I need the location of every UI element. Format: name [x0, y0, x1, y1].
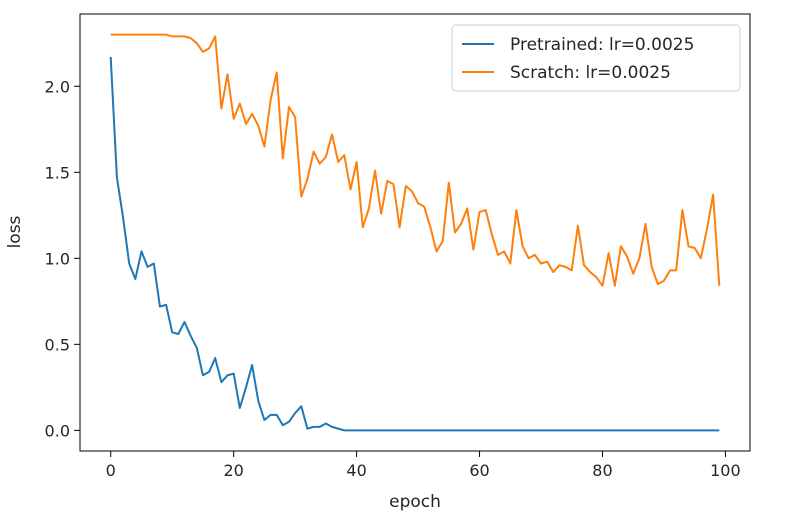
- y-tick-label: 0.5: [45, 335, 70, 354]
- y-tick-label: 0.0: [45, 421, 70, 440]
- y-tick-label: 1.0: [45, 249, 70, 268]
- series-line-scratch: [110, 33, 721, 287]
- series-line-pretrained: [109, 56, 720, 432]
- x-tick-label: 100: [710, 461, 741, 480]
- legend-label-scratch: Scratch: lr=0.0025: [510, 63, 671, 83]
- x-tick-label: 0: [106, 461, 116, 480]
- legend-label-pretrained: Pretrained: lr=0.0025: [510, 35, 694, 55]
- legend: Pretrained: lr=0.0025 Scratch: lr=0.0025: [451, 24, 741, 92]
- series-layer: [109, 33, 721, 432]
- x-tick-label: 40: [346, 461, 366, 480]
- x-axis-label: epoch: [389, 492, 441, 512]
- x-tick-label: 80: [592, 461, 612, 480]
- legend-box: [451, 24, 741, 92]
- y-tick-label: 1.5: [45, 163, 70, 182]
- y-tick-label: 2.0: [45, 77, 70, 96]
- plot-frame: [79, 13, 751, 452]
- y-ticks: 0.0 0.5 1.0 1.5 2.0: [45, 77, 80, 440]
- x-ticks: 0 20 40 60 80 100: [106, 451, 741, 480]
- y-axis-label: loss: [5, 215, 25, 248]
- x-tick-label: 20: [223, 461, 243, 480]
- x-tick-label: 60: [469, 461, 489, 480]
